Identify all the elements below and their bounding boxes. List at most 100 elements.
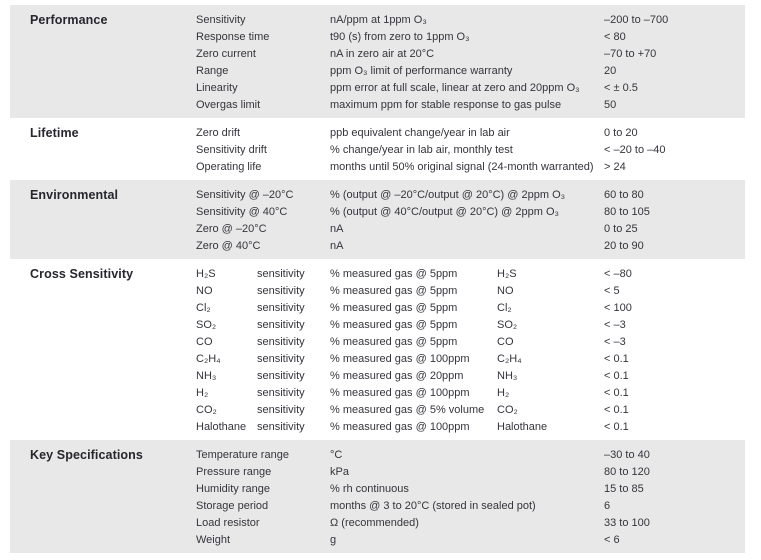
spec-param: Range [196, 65, 229, 77]
spec-value: –70 to +70 [604, 48, 657, 60]
spec-description: % rh continuous [330, 483, 409, 495]
spec-param: Sensitivity drift [196, 144, 267, 156]
spec-description: nA [330, 240, 344, 252]
gas-formula: C₂H₄ [196, 353, 221, 365]
spec-row: Sensitivity @ –20°C % (output @ –20°C/out… [196, 187, 745, 204]
spec-param: Operating life [196, 161, 262, 173]
section-title: Key Specifications [30, 448, 143, 462]
spec-description: Ω (recommended) [330, 517, 419, 529]
spec-value: < 0.1 [604, 353, 629, 365]
spec-description: % change/year in lab air, monthly test [330, 144, 513, 156]
gas-formula: H₂ [196, 387, 209, 399]
gas-formula: SO₂ [196, 319, 217, 331]
spec-value: 0 to 25 [604, 223, 638, 235]
spec-row: Overgas limit maximum ppm for stable resp… [196, 97, 745, 114]
spec-value: 0 to 20 [604, 127, 638, 139]
sensor-spec-sheet: Performance Sensitivity nA/ppm at 1ppm O₃ –… [10, 5, 745, 553]
measurement-condition: % measured gas @ 5ppm [330, 319, 458, 331]
spec-param: Zero @ –20°C [196, 223, 267, 235]
spec-description: nA/ppm at 1ppm O₃ [330, 14, 427, 26]
spec-description: t90 (s) from zero to 1ppm O₃ [330, 31, 470, 43]
spec-row: NH₃ sensitivity % measured gas @ 20ppm NH₃ <… [196, 368, 745, 385]
sensitivity-label: sensitivity [257, 268, 305, 280]
gas-formula: H₂S [196, 268, 216, 280]
spec-value: < –3 [604, 336, 626, 348]
spec-value: 33 to 100 [604, 517, 650, 529]
sensitivity-label: sensitivity [257, 285, 305, 297]
spec-param: Zero drift [196, 127, 241, 139]
gas-formula-repeat: CO [497, 336, 514, 348]
spec-param: Sensitivity @ 40°C [196, 206, 288, 218]
spec-row: H₂S sensitivity % measured gas @ 5ppm H₂S < … [196, 266, 745, 283]
spec-value: 15 to 85 [604, 483, 644, 495]
spec-description: kPa [330, 466, 349, 478]
spec-value: < ± 0.5 [604, 82, 638, 94]
spec-description: months until 50% original signal (24-mon… [330, 161, 594, 173]
spec-description: g [330, 534, 337, 546]
section-title: Environmental [30, 188, 119, 202]
measurement-condition: % measured gas @ 100ppm [330, 353, 470, 365]
spec-value: > 24 [604, 161, 626, 173]
spec-param: Sensitivity @ –20°C [196, 189, 294, 201]
gas-formula-repeat: SO₂ [497, 319, 518, 331]
gas-formula-repeat: NH₃ [497, 370, 518, 382]
gas-formula-repeat: C₂H₄ [497, 353, 522, 365]
spec-param: Response time [196, 31, 270, 43]
spec-row: Temperature range °C –30 to 40 [196, 447, 745, 464]
spec-row: Humidity range % rh continuous 15 to 85 [196, 481, 745, 498]
spec-section-lifetime: Lifetime Zero drift ppb equivalent change/… [10, 118, 745, 180]
measurement-condition: % measured gas @ 5% volume [330, 404, 485, 416]
spec-description: ppm O₃ limit of performance warranty [330, 65, 513, 77]
spec-row: Sensitivity drift % change/year in lab ai… [196, 142, 745, 159]
spec-row: Zero current nA in zero air at 20°C –70 to… [196, 46, 745, 63]
spec-param: Pressure range [196, 466, 272, 478]
gas-formula-repeat: H₂S [497, 268, 517, 280]
spec-row: Operating life months until 50% original … [196, 159, 745, 176]
measurement-condition: % measured gas @ 5ppm [330, 268, 458, 280]
gas-formula: NH₃ [196, 370, 217, 382]
spec-value: 20 to 90 [604, 240, 644, 252]
spec-param: Storage period [196, 500, 269, 512]
spec-value: < 0.1 [604, 370, 629, 382]
spec-rows: H₂S sensitivity % measured gas @ 5ppm H₂S < … [196, 266, 745, 436]
spec-description: % (output @ –20°C/output @ 20°C) @ 2ppm … [330, 189, 566, 201]
gas-formula: CO [196, 336, 213, 348]
spec-value: 20 [604, 65, 617, 77]
spec-value: –30 to 40 [604, 449, 650, 461]
sensitivity-label: sensitivity [257, 319, 305, 331]
spec-description: nA in zero air at 20°C [330, 48, 435, 60]
spec-value: < 0.1 [604, 387, 629, 399]
spec-row: C₂H₄ sensitivity % measured gas @ 100ppm C₂… [196, 351, 745, 368]
spec-rows: Zero drift ppb equivalent change/year in … [196, 125, 745, 176]
spec-value: 80 to 105 [604, 206, 650, 218]
sensitivity-label: sensitivity [257, 404, 305, 416]
spec-row: Load resistor Ω (recommended) 33 to 100 [196, 515, 745, 532]
spec-param: Humidity range [196, 483, 270, 495]
gas-formula-repeat: H₂ [497, 387, 510, 399]
sensitivity-label: sensitivity [257, 370, 305, 382]
measurement-condition: % measured gas @ 100ppm [330, 421, 470, 433]
measurement-condition: % measured gas @ 5ppm [330, 285, 458, 297]
spec-row: Halothane sensitivity % measured gas @ 100… [196, 419, 745, 436]
measurement-condition: % measured gas @ 5ppm [330, 336, 458, 348]
spec-value: < 0.1 [604, 404, 629, 416]
measurement-condition: % measured gas @ 100ppm [330, 387, 470, 399]
spec-rows: Sensitivity @ –20°C % (output @ –20°C/out… [196, 187, 745, 255]
spec-value: 80 to 120 [604, 466, 650, 478]
spec-param: Weight [196, 534, 231, 546]
sensitivity-label: sensitivity [257, 336, 305, 348]
spec-section-environmental: Environmental Sensitivity @ –20°C % (outpu… [10, 180, 745, 259]
measurement-condition: % measured gas @ 20ppm [330, 370, 464, 382]
gas-formula: NO [196, 285, 213, 297]
spec-row: Zero @ 40°C nA 20 to 90 [196, 238, 745, 255]
spec-param: Zero @ 40°C [196, 240, 261, 252]
spec-section-cross-sensitivity: Cross Sensitivity H₂S sensitivity % measure… [10, 259, 745, 440]
spec-row: Zero drift ppb equivalent change/year in … [196, 125, 745, 142]
spec-value: < –20 to –40 [604, 144, 666, 156]
spec-row: Pressure range kPa 80 to 120 [196, 464, 745, 481]
sensitivity-label: sensitivity [257, 302, 305, 314]
spec-value: 60 to 80 [604, 189, 644, 201]
spec-rows: Temperature range °C –30 to 40 Pressure ran… [196, 447, 745, 549]
gas-formula: Cl₂ [196, 302, 211, 314]
spec-row: Response time t90 (s) from zero to 1ppm O… [196, 29, 745, 46]
